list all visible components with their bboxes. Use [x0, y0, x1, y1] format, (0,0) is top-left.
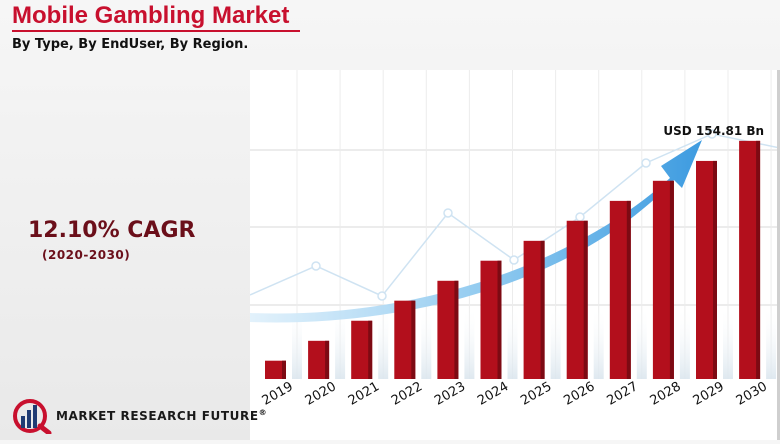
bar [652, 180, 674, 379]
bar-2026 [566, 220, 588, 379]
bar [523, 240, 545, 379]
decor-point [509, 255, 519, 265]
bar-shade [282, 360, 286, 379]
bar [394, 300, 416, 379]
chart-title: Mobile Gambling Market [12, 2, 290, 29]
decor-bar [292, 305, 302, 379]
bar-shade [368, 320, 373, 379]
bar-shade [583, 220, 588, 379]
decor-point [443, 208, 453, 218]
bar-2021 [351, 320, 373, 379]
bar-2022 [394, 300, 416, 379]
bar-2028 [652, 180, 674, 379]
bar [696, 160, 717, 379]
decor-bar [335, 305, 346, 379]
bar-annotation-2030: USD 154.81 Bn [663, 124, 764, 138]
registered-mark: ® [258, 408, 268, 417]
bar-2019 [265, 360, 286, 379]
cagr-value: 12.10% CAGR [28, 218, 196, 243]
bar-shade [540, 240, 545, 379]
bar [480, 260, 502, 379]
bar [739, 140, 761, 379]
bar-2023 [437, 280, 459, 379]
bar-2020 [308, 340, 330, 379]
decor-bar [378, 305, 389, 379]
bar-shade [497, 260, 502, 379]
bar-2027 [609, 200, 631, 379]
bar-shade [713, 160, 717, 379]
bar-shade [454, 280, 459, 379]
bar [308, 340, 330, 379]
bar-shade [325, 340, 330, 379]
decor-bar [636, 305, 647, 379]
chart-area: 2019 2020 2021 2022 2023 2024 2025 2026 2027 2028… [249, 70, 780, 440]
cagr-period: (2020-2030) [42, 248, 131, 262]
brand-logo-icon [13, 399, 52, 434]
bar [609, 200, 631, 379]
bar-2030 [739, 140, 761, 379]
decor-point [311, 261, 321, 271]
decor-bar [464, 305, 475, 379]
decor-bar [593, 305, 604, 379]
decor-bar [550, 305, 561, 379]
panel-edge [777, 70, 780, 440]
bar-shade [756, 140, 761, 379]
bar [351, 320, 373, 379]
decor-bar [421, 305, 432, 379]
decor-bar [507, 305, 518, 379]
bars [265, 140, 761, 379]
bar-2024 [480, 260, 502, 379]
decor-bar [723, 305, 733, 379]
bar-shade [411, 300, 416, 379]
decor-bar [766, 305, 777, 379]
decor-bar [679, 305, 690, 379]
bar-shade [626, 200, 631, 379]
bar [566, 220, 588, 379]
bar-2025 [523, 240, 545, 379]
bar-shade [669, 180, 674, 379]
chart-subtitle: By Type, By EndUser, By Region. [12, 37, 249, 52]
decor-point [707, 129, 717, 139]
decor-point [575, 212, 585, 222]
bar [437, 280, 459, 379]
bar-chart: 2019 2020 2021 2022 2023 2024 2025 2026 2027 2028… [249, 70, 780, 440]
title-underline [12, 30, 300, 32]
background-decor [249, 129, 780, 379]
bar-2029 [696, 160, 717, 379]
bar [265, 360, 286, 379]
decor-point [641, 158, 651, 168]
decor-point [377, 291, 387, 301]
brand-name: MARKET RESEARCH FUTURE® [56, 408, 268, 423]
